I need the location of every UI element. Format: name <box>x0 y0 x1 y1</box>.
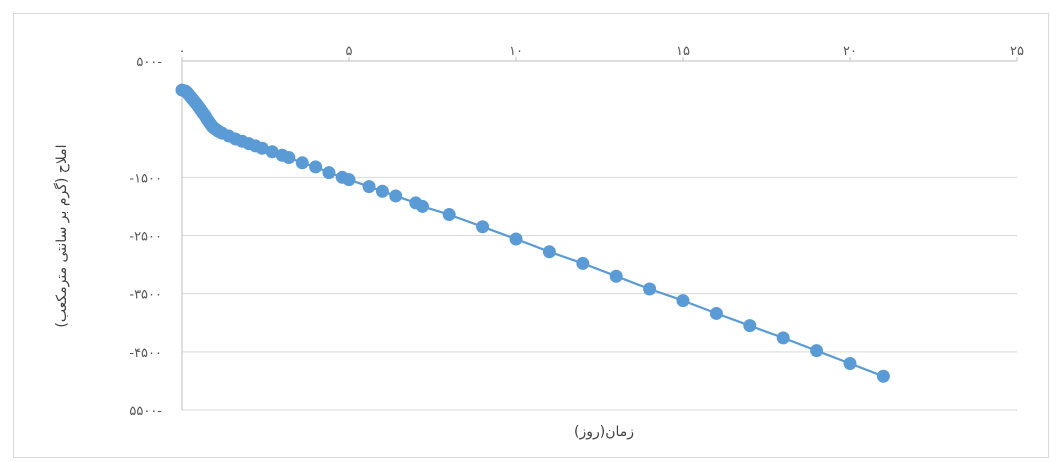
y-tick-label-5: ۵۵۰۰- <box>129 404 162 419</box>
series-line-0 <box>181 89 884 378</box>
x-tick-label-0: ۰ <box>179 44 186 59</box>
data-point-52 <box>776 331 790 345</box>
data-point-51 <box>743 319 757 333</box>
data-point-55 <box>876 369 890 383</box>
data-point-43 <box>476 220 490 234</box>
data-point-54 <box>843 356 857 370</box>
x-tick-label-1: ۵ <box>346 44 353 59</box>
data-point-50 <box>709 306 723 320</box>
data-point-47 <box>609 269 623 283</box>
data-point-34 <box>322 166 336 180</box>
x-tick-labels: ۰ ۵ ۱۰ ۱۵ ۲۰ ۲۵ <box>179 44 1024 59</box>
data-point-44 <box>509 232 523 246</box>
data-point-28 <box>255 141 269 155</box>
data-point-41 <box>415 199 429 213</box>
axes <box>181 57 1018 410</box>
data-point-33 <box>309 160 323 174</box>
scatter-chart: ۰ ۵ ۱۰ ۱۵ ۲۰ ۲۵ ۵۰۰- -۱۵۰۰ -۲۵۰۰ -۳۵۰۰ -۴۵۰۰ ۵۵۰۰-… <box>53 44 1024 440</box>
x-tick-label-5: ۲۵ <box>1010 44 1024 59</box>
y-tick-label-2: -۲۵۰۰ <box>129 230 162 245</box>
data-point-49 <box>676 294 690 308</box>
data-point-37 <box>362 180 376 194</box>
data-point-53 <box>810 344 824 358</box>
y-axis-title: املاح (گرم بر سانتی مترمکعب) <box>53 144 70 327</box>
data-point-45 <box>542 245 556 259</box>
y-tick-label-3: -۳۵۰۰ <box>129 288 162 303</box>
x-tick-label-3: ۱۵ <box>676 44 690 59</box>
y-tick-label-0: ۵۰۰- <box>136 55 162 70</box>
y-tick-labels: ۵۰۰- -۱۵۰۰ -۲۵۰۰ -۳۵۰۰ -۴۵۰۰ ۵۵۰۰- <box>129 55 162 419</box>
data-point-36 <box>342 173 356 187</box>
x-tick-label-4: ۲۰ <box>843 44 857 59</box>
chart-frame: ۰ ۵ ۱۰ ۱۵ ۲۰ ۲۵ ۵۰۰- -۱۵۰۰ -۲۵۰۰ -۳۵۰۰ -۴۵۰۰ ۵۵۰۰-… <box>13 13 1049 458</box>
data-point-32 <box>295 156 309 170</box>
data-point-39 <box>389 189 403 203</box>
data-point-46 <box>576 256 590 270</box>
x-tick-label-2: ۱۰ <box>509 44 523 59</box>
series-points <box>175 83 890 383</box>
x-axis-title: زمان(روز) <box>574 424 634 440</box>
series-line-layer <box>181 89 884 378</box>
data-point-29 <box>265 145 279 159</box>
gridlines <box>182 60 1017 411</box>
data-point-31 <box>282 151 296 165</box>
data-point-42 <box>442 208 456 222</box>
data-point-38 <box>375 184 389 198</box>
data-point-48 <box>643 282 657 296</box>
y-tick-label-4: -۴۵۰۰ <box>129 346 162 361</box>
y-tick-label-1: -۱۵۰۰ <box>129 171 162 186</box>
